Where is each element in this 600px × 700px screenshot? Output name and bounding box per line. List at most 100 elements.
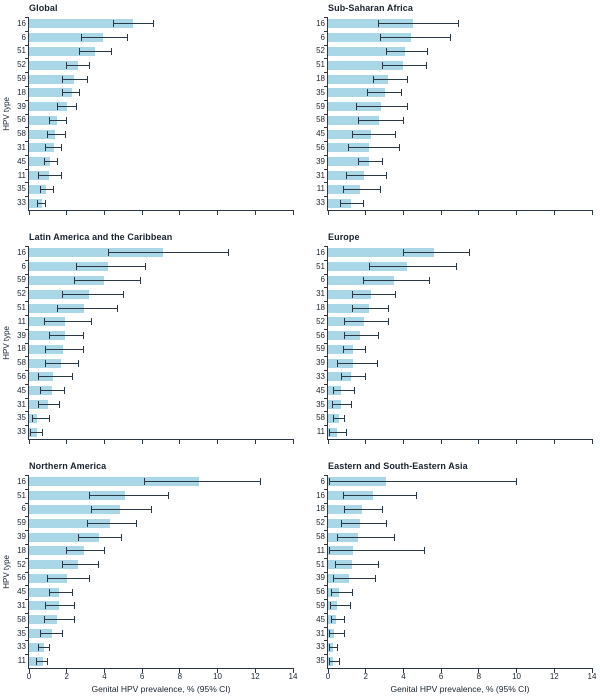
x-axis-tick xyxy=(440,669,442,673)
bar xyxy=(328,33,411,43)
ci-cap-high xyxy=(346,428,348,436)
x-axis-tick xyxy=(591,211,593,215)
bar xyxy=(29,60,79,70)
x-tick-label: 0 xyxy=(325,672,331,681)
y-tick-label: 58 xyxy=(17,358,26,368)
ci-whisker xyxy=(91,508,152,510)
ci-cap-high xyxy=(152,20,154,28)
bar xyxy=(328,303,370,313)
bar xyxy=(328,74,389,84)
y-axis-tick xyxy=(25,411,28,413)
x-axis-tick xyxy=(402,440,404,444)
y-axis-tick xyxy=(25,599,28,601)
plot-area: HPV type 16 6 59 52 51 11 39 18 58 56 45 31 35 33 xyxy=(2,246,294,444)
bar xyxy=(29,74,75,84)
ci-whisker xyxy=(329,431,347,433)
ci-cap-low xyxy=(39,185,41,193)
ci-cap-high xyxy=(399,144,401,152)
y-axis-tick xyxy=(25,585,28,587)
y-axis-tick xyxy=(324,599,327,601)
ci-whisker xyxy=(358,161,383,163)
x-axis-tick xyxy=(365,440,367,444)
x-tick-label: 6 xyxy=(438,672,444,681)
bar xyxy=(328,157,370,167)
y-axis-tick xyxy=(324,196,327,198)
y-axis-tick xyxy=(324,246,327,247)
y-axis-tick xyxy=(25,259,28,261)
ci-whisker xyxy=(329,660,340,662)
ci-cap-high xyxy=(135,519,137,527)
ci-whisker xyxy=(344,335,379,337)
panel: Latin America and the Caribbean HPV type 1… xyxy=(1,231,299,444)
ci-whisker xyxy=(331,591,353,593)
x-axis-tick xyxy=(254,669,256,673)
ci-whisker xyxy=(329,633,345,635)
ci-cap-low xyxy=(344,332,346,340)
ci-whisker xyxy=(45,362,79,364)
y-axis-line xyxy=(327,17,328,211)
ci-whisker xyxy=(380,37,451,39)
ci-cap-high xyxy=(49,643,51,651)
bar xyxy=(29,642,45,652)
ci-whisker xyxy=(337,362,378,364)
ci-cap-low xyxy=(45,144,47,152)
ci-whisker xyxy=(36,660,48,662)
bar xyxy=(328,331,361,341)
x-axis-tick xyxy=(328,669,329,673)
bar xyxy=(29,477,199,487)
ci-whisker xyxy=(45,348,84,350)
y-tick-label: 58 xyxy=(316,532,325,542)
y-axis-tick xyxy=(324,516,327,518)
y-tick-label: 56 xyxy=(17,573,26,583)
ci-whisker xyxy=(333,390,355,392)
bar xyxy=(328,344,354,354)
y-axis-tick xyxy=(25,502,28,504)
plot-area: HPV type 16 51 6 59 39 18 52 56 45 31 58 35 33 11 0 2 4 6 8… xyxy=(2,475,297,694)
y-axis-tick xyxy=(324,17,327,18)
bar xyxy=(29,289,90,299)
x-axis-tick xyxy=(141,669,143,673)
ci-cap-high xyxy=(387,304,389,312)
y-tick-label: 11 xyxy=(17,656,26,666)
y-tick-label: 39 xyxy=(17,532,26,542)
ci-whisker xyxy=(358,119,404,121)
ci-cap-low xyxy=(331,616,333,624)
x-tick-label: 4 xyxy=(401,672,406,681)
x-axis-tick xyxy=(292,211,294,215)
y-axis-tick xyxy=(25,557,28,559)
y-axis-tick xyxy=(324,654,327,656)
ci-cap-low xyxy=(43,616,45,624)
y-axis-tick xyxy=(25,127,28,129)
bar xyxy=(328,88,385,98)
ci-whisker xyxy=(81,37,128,39)
ci-whisker xyxy=(341,522,387,524)
y-tick-label: 18 xyxy=(316,74,325,84)
y-axis-line xyxy=(327,475,328,669)
ci-cap-low xyxy=(342,185,344,193)
ci-cap-low xyxy=(37,172,39,180)
ci-whisker xyxy=(45,605,75,607)
y-tick-label: 16 xyxy=(17,18,26,28)
ci-cap-high xyxy=(450,34,452,42)
y-axis-line xyxy=(28,246,29,440)
y-tick-label: 16 xyxy=(17,476,26,486)
y-tick-label: 51 xyxy=(316,261,325,271)
y-tick-label: 52 xyxy=(316,316,325,326)
y-axis-tick xyxy=(324,425,327,427)
ci-whisker xyxy=(382,64,427,66)
ci-cap-low xyxy=(342,492,344,500)
x-tick-label: 12 xyxy=(549,672,559,681)
y-tick-label: 39 xyxy=(17,101,26,111)
x-tick-label: 10 xyxy=(512,672,522,681)
y-axis-tick xyxy=(324,585,327,587)
x-axis-line xyxy=(327,210,593,211)
y-axis-tick xyxy=(324,328,327,330)
bar xyxy=(29,615,58,625)
x-tick-label: 6 xyxy=(139,672,145,681)
ci-cap-low xyxy=(333,574,335,582)
ci-whisker xyxy=(79,50,112,52)
ci-cap-high xyxy=(406,103,408,111)
plot-area: 16 6 52 51 18 35 59 58 45 56 39 31 11 33 xyxy=(316,17,593,215)
y-tick-label: 59 xyxy=(17,74,26,84)
